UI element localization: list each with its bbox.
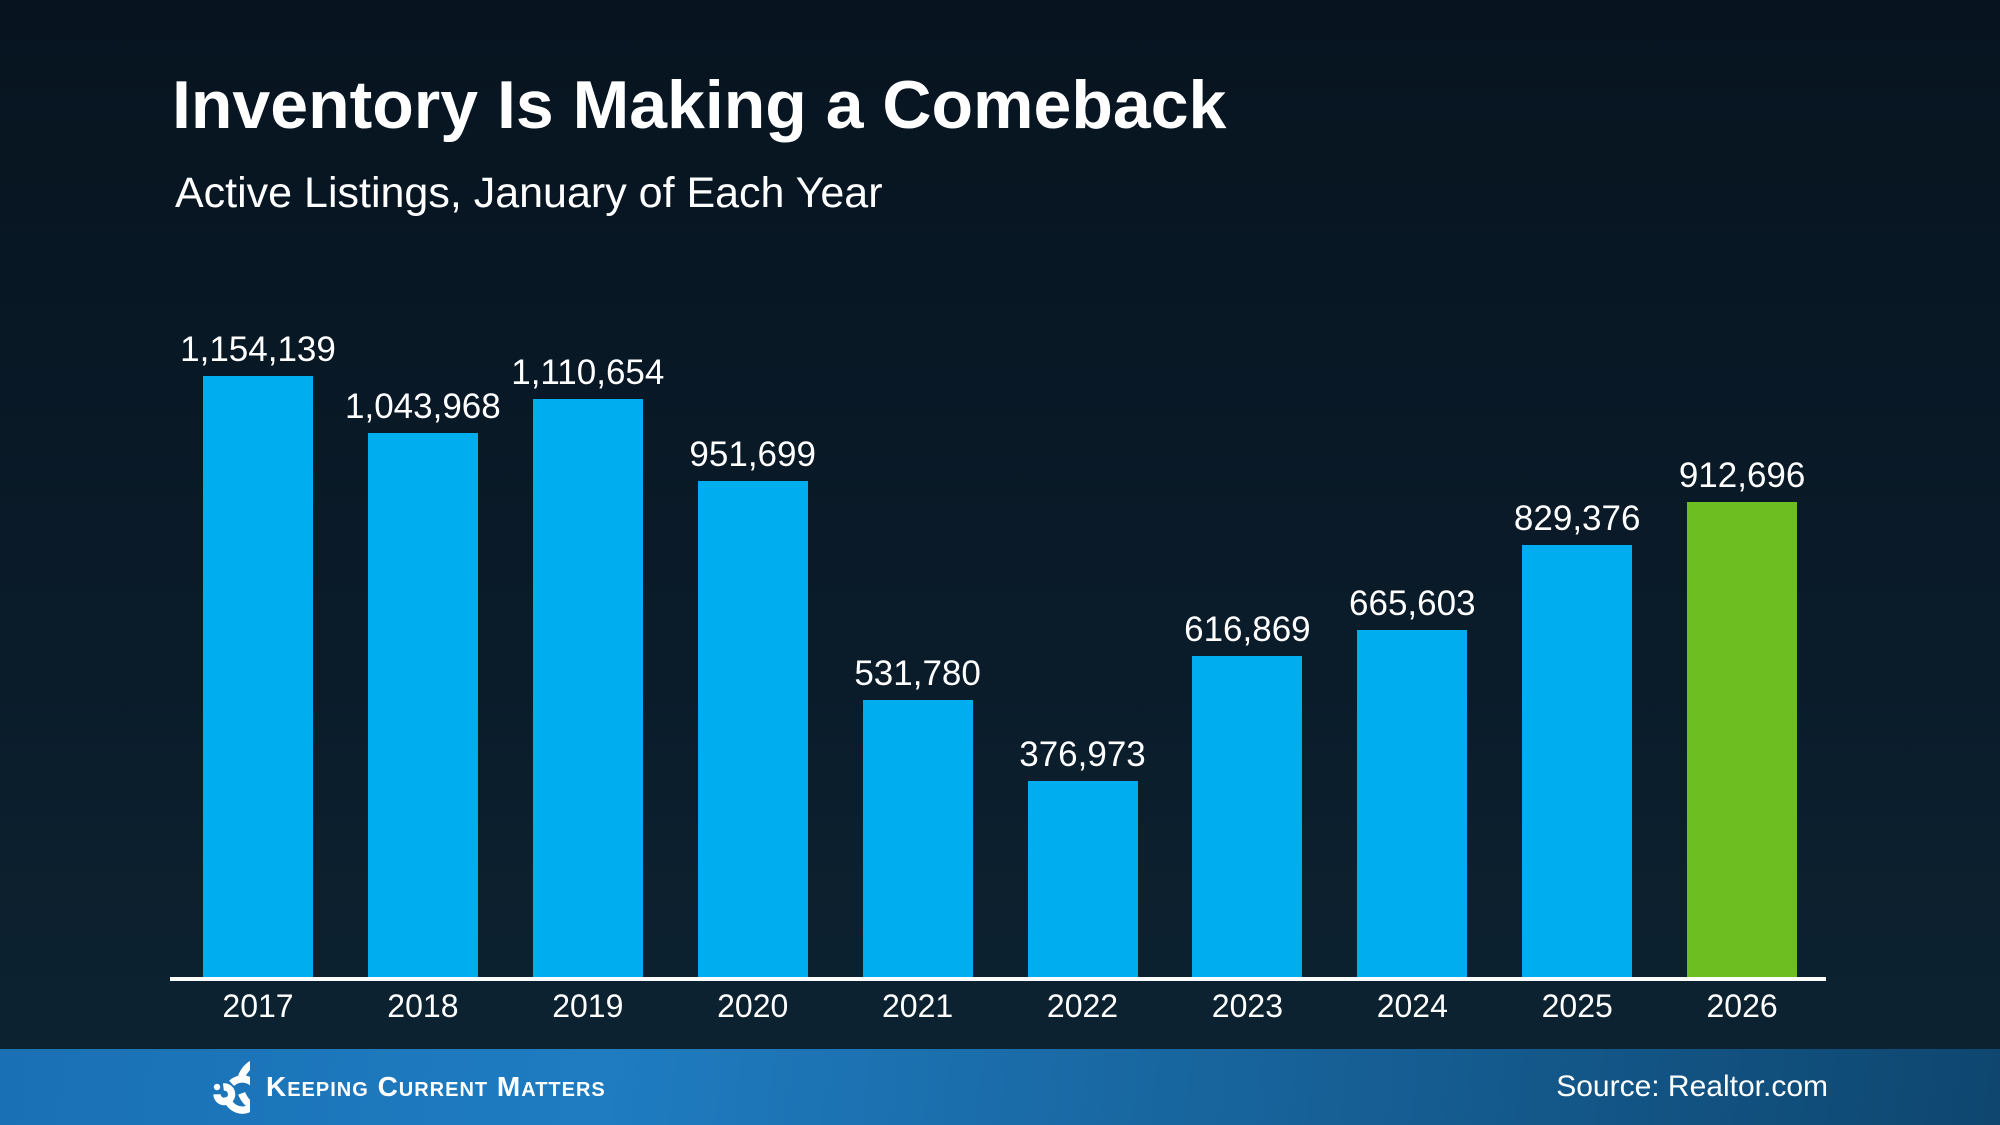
bar-value-2019: 1,110,654: [511, 352, 665, 392]
bar-value-2025: 829,376: [1513, 499, 1641, 539]
x-tick-2022: 2022: [1046, 988, 1119, 1024]
bar-2020: [697, 481, 808, 977]
bar-2019: [532, 398, 643, 977]
bar-2024: [1357, 630, 1468, 977]
brand-name: Keeping Current Matters: [266, 1071, 606, 1102]
x-tick-2026: 2026: [1706, 988, 1778, 1024]
x-tick-2017: 2017: [222, 988, 294, 1024]
bar-2018: [367, 433, 478, 977]
x-tick-2020: 2020: [717, 988, 789, 1024]
page-subtitle: Active Listings, January of Each Year: [175, 169, 883, 217]
x-tick-2023: 2023: [1211, 988, 1283, 1024]
x-axis-line: [170, 977, 1826, 981]
bar-2025: [1522, 545, 1633, 977]
bar-2021: [862, 700, 973, 977]
bar-value-2022: 376,973: [1019, 734, 1146, 774]
bar-value-2018: 1,043,968: [345, 387, 501, 427]
bar-value-2023: 616,869: [1184, 609, 1311, 649]
bar-2023: [1192, 655, 1303, 977]
page-title: Inventory Is Making a Comeback: [172, 67, 1227, 143]
footer-bar: Keeping Current Matters Source: Realtor.…: [0, 1049, 2000, 1125]
kcm-spiral-logo-icon: [184, 1055, 250, 1119]
bar-2022: [1027, 780, 1138, 977]
x-tick-2018: 2018: [387, 988, 459, 1024]
bar-2026: [1687, 501, 1798, 977]
bar-value-2024: 665,603: [1349, 584, 1476, 624]
source-text: Source: Realtor.com: [1556, 1070, 1828, 1103]
bar-value-2021: 531,780: [854, 654, 981, 694]
bar-value-2017: 1,154,139: [180, 330, 336, 369]
x-tick-2021: 2021: [882, 988, 954, 1024]
bar-value-2020: 951,699: [689, 435, 816, 475]
brand-block: Keeping Current Matters: [184, 1055, 606, 1119]
x-tick-2024: 2024: [1376, 988, 1448, 1024]
bar-2017: [203, 376, 313, 977]
x-tick-2019: 2019: [552, 988, 624, 1024]
bar-value-2026: 912,696: [1678, 455, 1806, 495]
x-tick-2025: 2025: [1541, 988, 1613, 1024]
